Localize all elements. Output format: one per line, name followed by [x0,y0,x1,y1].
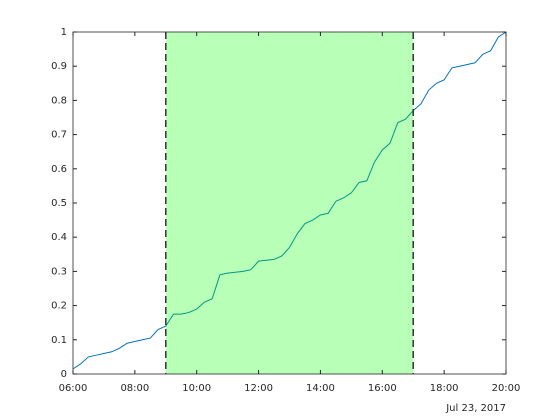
x-tick-label: 18:00 [430,383,459,394]
y-tick-label: 1 [61,27,67,38]
x-tick-label: 12:00 [244,383,273,394]
plot-area [73,32,506,374]
x-tick-label: 20:00 [492,383,521,394]
y-tick-label: 0 [61,369,67,380]
x-tick-label: 06:00 [59,383,88,394]
y-tick-label: 0.5 [51,198,67,209]
x-tick-label: 16:00 [368,383,397,394]
shaded-region [165,32,414,374]
x-tick-label: 10:00 [182,383,211,394]
y-tick-label: 0.3 [51,266,67,277]
y-tick-label: 0.9 [51,61,67,72]
y-tick-label: 0.7 [51,130,67,141]
y-tick-label: 0.8 [51,95,67,106]
data-line [72,31,507,370]
y-tick-label: 0.6 [51,164,67,175]
y-tick-label: 0.2 [51,301,67,312]
y-tick-label: 0.1 [51,335,67,346]
date-label: Jul 23, 2017 [445,403,506,414]
y-tick-label: 0.4 [51,232,67,243]
x-tick-label: 08:00 [120,383,149,394]
x-tick-label: 14:00 [306,383,335,394]
